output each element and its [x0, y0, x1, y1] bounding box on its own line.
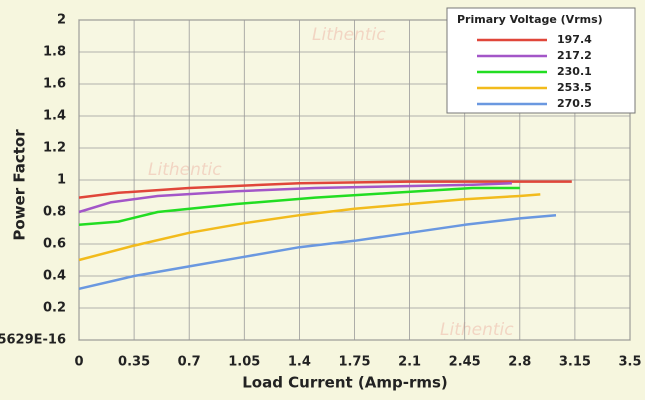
- y-tick-label: 0.4: [43, 269, 66, 284]
- legend-label: 197.4: [557, 33, 592, 46]
- x-tick-label: 3.5: [618, 355, 641, 370]
- y-axis-title: Power Factor: [11, 129, 29, 241]
- x-tick-label: 2.1: [398, 355, 421, 370]
- y-tick-label: 1.8: [43, 45, 66, 60]
- x-tick-label: 2.45: [449, 355, 481, 370]
- legend-box: [446, 7, 636, 114]
- x-tick-label: 0.35: [118, 355, 150, 370]
- x-tick-label: 1.4: [288, 355, 311, 370]
- line-series: [78, 180, 572, 199]
- watermark: Lithentic: [148, 160, 222, 180]
- line-series: [78, 193, 541, 262]
- y-tick-label: 1.6: [43, 77, 66, 92]
- watermark: Lithentic: [440, 320, 514, 340]
- line-series: [78, 181, 512, 214]
- y-tick-label: 0.8: [43, 205, 66, 220]
- legend-label: 253.5: [557, 81, 592, 94]
- x-axis-title: Load Current (Amp-rms): [242, 374, 448, 392]
- x-tick-label: 2.8: [508, 355, 531, 370]
- legend-label: 217.2: [557, 49, 592, 62]
- x-tick-label: 0: [74, 355, 83, 370]
- x-tick-label: 3.15: [559, 355, 591, 370]
- x-tick-label: 0.7: [178, 355, 201, 370]
- legend-title: Primary Voltage (Vrms): [457, 13, 603, 26]
- line-series: [78, 213, 557, 291]
- y-tick-label: 0.6: [43, 237, 66, 252]
- y-tick-label: 1: [57, 173, 66, 188]
- y-tick-label: 0.2: [43, 301, 66, 316]
- y-tick-label: 1.4: [43, 109, 66, 124]
- legend-label: 270.5: [557, 97, 592, 110]
- x-tick-label: 1.05: [228, 355, 260, 370]
- line-series: [78, 186, 520, 227]
- watermark: Lithentic: [312, 25, 386, 45]
- y-tick-label: 2: [57, 13, 66, 28]
- x-tick-label: 1.75: [338, 355, 370, 370]
- legend-label: 230.1: [557, 65, 592, 78]
- y-tick-label: 1.2: [43, 141, 66, 156]
- y-tick-label: 1.15629E-16: [0, 333, 66, 348]
